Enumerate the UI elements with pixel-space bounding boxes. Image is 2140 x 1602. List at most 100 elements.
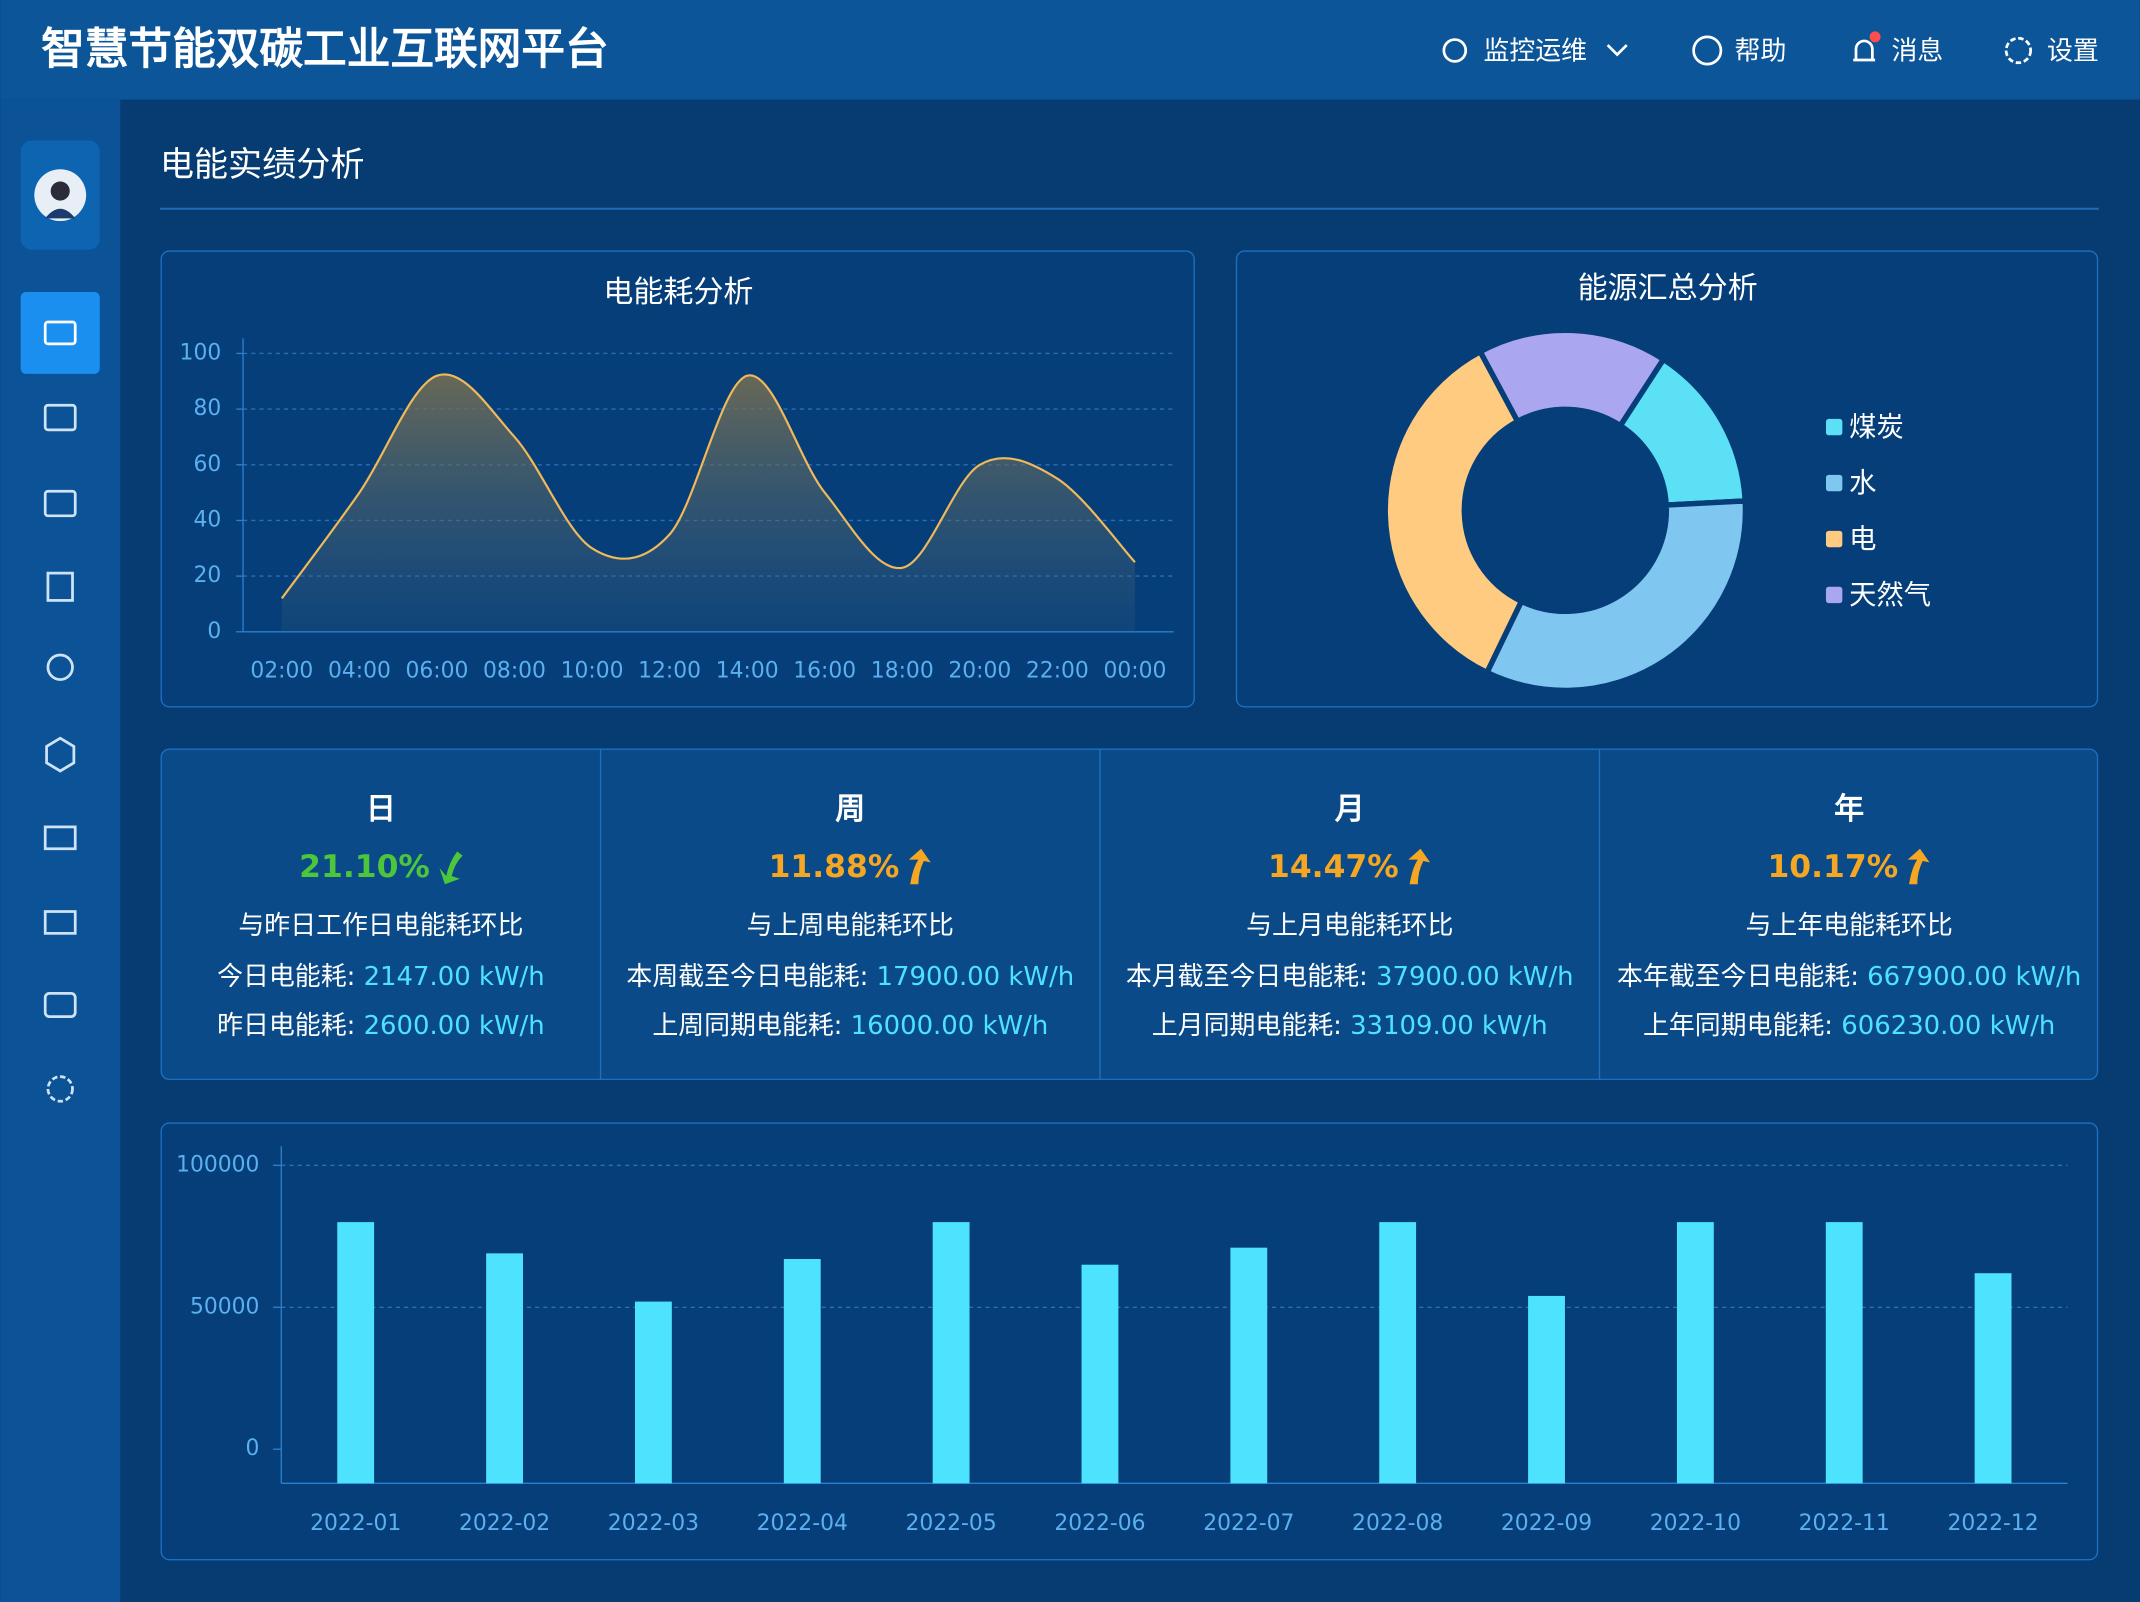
nav-icon[interactable] [45, 736, 76, 773]
stat-label: 本年截至今日电能耗: [1617, 962, 1859, 992]
nav-icon[interactable] [43, 320, 77, 346]
y-tick-label: 20 [193, 563, 221, 588]
stat-label: 本月截至今日电能耗: [1126, 962, 1368, 992]
x-tick-label: 16:00 [793, 658, 856, 683]
stat-value: 16000.00 kW/h [842, 1011, 1048, 1041]
x-tick-label: 2022-12 [1947, 1511, 2038, 1536]
stat-line: 今日电能耗: 2147.00 kW/h [217, 962, 545, 992]
nav-icon[interactable] [46, 1075, 74, 1103]
stat-value: 667900.00 kW/h [1859, 962, 2081, 992]
page-title: 电能实绩分析 [160, 145, 365, 185]
y-tick-label: 0 [207, 619, 221, 644]
x-tick-label: 04:00 [328, 658, 391, 683]
stat-change: 21.10% [299, 849, 430, 885]
legend-swatch [1825, 474, 1843, 492]
dropdown-caret[interactable] [1606, 44, 1628, 57]
x-tick-label: 2022-07 [1203, 1511, 1294, 1536]
stat-period: 日 [366, 792, 396, 827]
stat-compare: 与上周电能耗环比 [747, 911, 954, 941]
bar [1379, 1222, 1417, 1484]
legend-label: 电 [1849, 524, 1876, 555]
bar [932, 1222, 970, 1484]
x-tick-label: 06:00 [406, 658, 469, 683]
legend-label: 天然气 [1849, 580, 1931, 611]
notification-dot [1869, 31, 1881, 43]
nav-icon[interactable] [43, 403, 77, 432]
y-tick-label: 100 [180, 340, 222, 365]
menu-item[interactable]: 设置 [2047, 36, 2099, 66]
x-tick-label: 2022-05 [906, 1511, 997, 1536]
stat-label: 上年同期电能耗: [1643, 1011, 1833, 1041]
stats-card [160, 748, 2099, 1081]
stat-line: 上年同期电能耗: 606230.00 kW/h [1643, 1011, 2055, 1041]
legend-swatch [1825, 530, 1843, 548]
stat-line: 本月截至今日电能耗: 37900.00 kW/h [1126, 962, 1574, 992]
y-tick-label: 40 [193, 507, 221, 532]
menu-item[interactable]: 消息 [1891, 36, 1943, 66]
stat-label: 上月同期电能耗: [1152, 1011, 1342, 1041]
arrow-up [908, 848, 931, 885]
bar [783, 1259, 821, 1484]
y-tick-label: 100000 [176, 1152, 259, 1177]
menu-item[interactable]: 帮助 [1735, 36, 1787, 66]
bar [1230, 1247, 1268, 1484]
stat-value: 33109.00 kW/h [1342, 1011, 1548, 1041]
x-tick-label: 2022-11 [1799, 1511, 1890, 1536]
stat-value: 2147.00 kW/h [355, 962, 544, 992]
y-tick-label: 80 [193, 396, 221, 421]
header-menu: 监控运维 帮助 消息 设置 [1442, 31, 2099, 66]
bar [337, 1222, 375, 1484]
x-tick-label: 2022-09 [1501, 1511, 1592, 1536]
bar [1974, 1273, 2012, 1484]
x-tick-label: 02:00 [250, 658, 313, 683]
nav-icon[interactable] [43, 489, 77, 518]
x-tick-label: 2022-01 [310, 1511, 401, 1536]
x-tick-label: 2022-10 [1650, 1511, 1741, 1536]
x-tick-label: 08:00 [483, 658, 546, 683]
legend-label: 水 [1849, 468, 1876, 499]
stat-line: 上月同期电能耗: 33109.00 kW/h [1152, 1011, 1548, 1041]
nav-icon[interactable] [43, 910, 77, 935]
avatar-body [45, 208, 76, 219]
monitor-icon [1442, 38, 1468, 63]
stat-period: 年 [1834, 792, 1864, 827]
stat-label: 今日电能耗: [217, 962, 355, 992]
bell-icon [1853, 39, 1876, 62]
bar [1528, 1295, 1565, 1484]
stat-line: 昨日电能耗: 2600.00 kW/h [217, 1011, 545, 1041]
stat-change: 10.17% [1767, 849, 1898, 885]
stat-change: 11.88% [769, 849, 900, 885]
arrow-up [1907, 848, 1930, 885]
x-tick-label: 14:00 [716, 658, 779, 683]
x-tick-label: 2022-06 [1054, 1511, 1145, 1536]
help-icon [1692, 35, 1723, 66]
y-tick-label: 60 [193, 452, 221, 477]
x-tick-label: 10:00 [561, 658, 624, 683]
nav-icon[interactable] [46, 571, 74, 602]
stat-value: 606230.00 kW/h [1833, 1011, 2055, 1041]
nav-icon[interactable] [43, 992, 77, 1018]
stat-label: 上周同期电能耗: [652, 1011, 842, 1041]
arrow-up [1408, 848, 1431, 885]
stat-value: 37900.00 kW/h [1368, 962, 1574, 992]
settings-icon [2004, 36, 2033, 65]
stat-value: 17900.00 kW/h [868, 962, 1074, 992]
arrow-down [439, 851, 463, 885]
x-tick-label: 22:00 [1026, 658, 1089, 683]
pie-slice [1484, 498, 1749, 694]
nav-active[interactable] [20, 292, 100, 374]
stat-change: 14.47% [1268, 849, 1399, 885]
stat-compare: 与昨日工作日电能耗环比 [238, 911, 523, 941]
header-bar [0, 0, 2140, 100]
line [280, 373, 1136, 600]
menu-item[interactable]: 监控运维 [1483, 36, 1587, 66]
bar [634, 1301, 672, 1484]
area [281, 374, 1135, 632]
nav-icon[interactable] [43, 825, 77, 851]
legend-label: 煤炭 [1849, 412, 1904, 443]
stat-compare: 与上月电能耗环比 [1246, 911, 1453, 941]
sidebar-nav [20, 140, 100, 1103]
x-tick-label: 2022-03 [608, 1511, 699, 1536]
stat-line: 本周截至今日电能耗: 17900.00 kW/h [626, 962, 1074, 992]
nav-icon[interactable] [46, 653, 74, 681]
